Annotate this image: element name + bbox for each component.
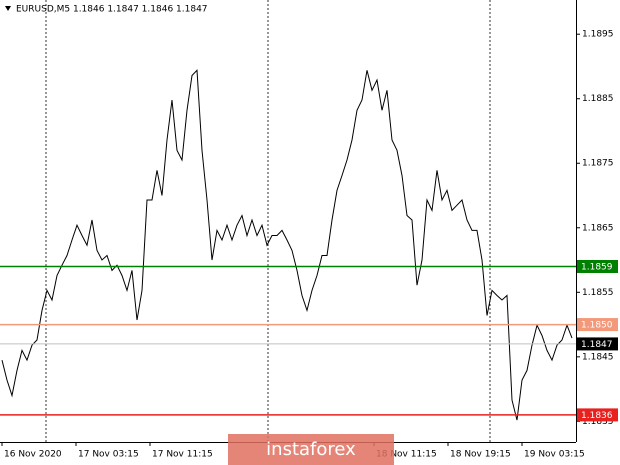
x-tick-label: 19 Nov 03:15 — [524, 450, 585, 460]
level-label-box — [577, 318, 618, 332]
x-tick-label: 17 Nov 03:15 — [78, 450, 139, 460]
level-label: 1.1847 — [581, 340, 613, 350]
x-tick-label: 18 Nov 19:15 — [450, 450, 511, 460]
x-tick-label: 18 Nov 11:15 — [376, 450, 437, 460]
price-line — [1, 69, 573, 421]
level-label: 1.1850 — [581, 321, 613, 331]
chart-title: EURUSD,M5 1.1846 1.1847 1.1846 1.1847 — [16, 5, 208, 15]
y-tick-label: 1.1875 — [582, 159, 614, 169]
x-tick-label: 16 Nov 2020 — [4, 450, 62, 460]
watermark-box — [228, 434, 394, 465]
level-label: 1.1859 — [581, 262, 613, 272]
y-tick-label: 1.1895 — [582, 30, 614, 40]
y-tick-label: 1.1885 — [582, 94, 614, 104]
y-tick-label: 1.1865 — [582, 223, 614, 233]
y-tick-label: 1.1855 — [582, 288, 614, 298]
level-label: 1.1836 — [581, 411, 613, 421]
watermark: instaforex — [266, 439, 356, 460]
x-tick-label: 17 Nov 11:15 — [152, 450, 213, 460]
y-tick-label: 1.1835 — [582, 417, 614, 427]
level-label-box — [577, 259, 618, 273]
menu-icon — [5, 6, 11, 11]
level-label-box — [577, 408, 618, 422]
level-label-box — [577, 337, 618, 351]
y-tick-label: 1.1845 — [582, 352, 614, 362]
day-separators — [45, 0, 491, 442]
